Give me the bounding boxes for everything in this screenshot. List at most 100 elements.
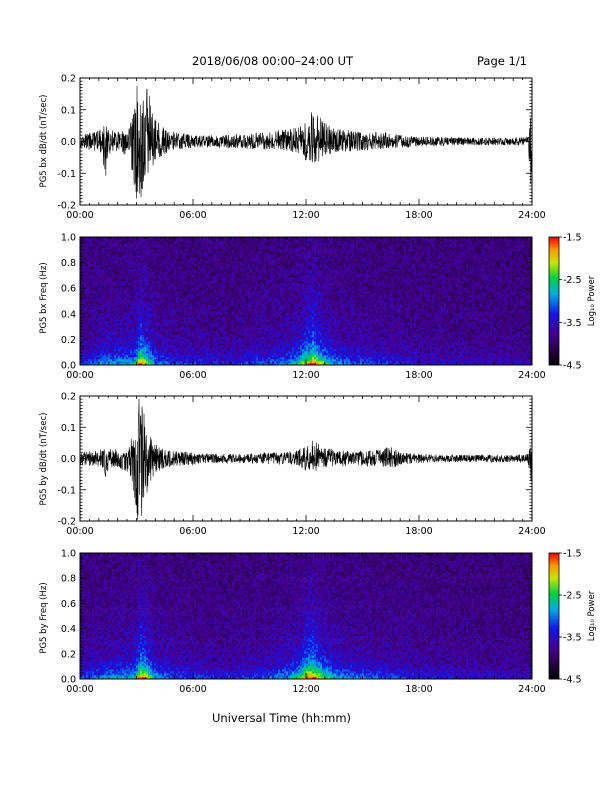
spectrogram-cell bbox=[174, 247, 176, 249]
spectrogram-cell bbox=[178, 343, 180, 345]
spectrogram-cell bbox=[184, 247, 186, 249]
spectrogram-cell bbox=[98, 277, 100, 279]
spectrogram-cell bbox=[200, 241, 202, 243]
spectrogram-cell bbox=[166, 299, 168, 301]
spectrogram-cell bbox=[228, 289, 230, 291]
spectrogram-cell bbox=[188, 293, 190, 295]
spectrogram-cell bbox=[194, 335, 196, 337]
spectrogram-cell bbox=[148, 263, 150, 265]
spectrogram-cell bbox=[216, 349, 218, 351]
spectrogram-cell bbox=[116, 283, 118, 285]
spectrogram-cell bbox=[164, 283, 166, 285]
spectrogram-cell bbox=[108, 331, 110, 333]
spectrogram-cell bbox=[206, 273, 208, 275]
spectrogram-cell bbox=[156, 269, 158, 271]
spectrogram-cell bbox=[160, 245, 162, 247]
spectrogram-cell bbox=[130, 307, 132, 309]
spectrogram-cell bbox=[166, 339, 168, 341]
spectrogram-cell bbox=[110, 329, 112, 331]
spectrogram-cell bbox=[134, 297, 136, 299]
spectrogram-cell bbox=[108, 337, 110, 339]
spectrogram-cell bbox=[204, 281, 206, 283]
spectrogram-cell bbox=[92, 253, 94, 255]
spectrogram-cell bbox=[216, 361, 218, 363]
spectrogram-cell bbox=[198, 269, 200, 271]
spectrogram-cell bbox=[180, 321, 182, 323]
spectrogram-cell bbox=[148, 349, 150, 351]
spectrogram-cell bbox=[140, 359, 142, 361]
spectrogram-cell bbox=[154, 315, 156, 317]
spectrogram-cell bbox=[140, 271, 142, 273]
spectrogram-cell bbox=[94, 255, 96, 257]
spectrogram-cell bbox=[120, 321, 122, 323]
spectrogram-cell bbox=[140, 241, 142, 243]
spectrogram-cell bbox=[104, 273, 106, 275]
spectrogram-cell bbox=[120, 291, 122, 293]
spectrogram-cell bbox=[190, 321, 192, 323]
spectrogram-cell bbox=[202, 347, 204, 349]
spectrogram-cell bbox=[134, 337, 136, 339]
spectrogram-cell bbox=[148, 361, 150, 363]
spectrogram-cell bbox=[214, 273, 216, 275]
spectrogram-cell bbox=[184, 301, 186, 303]
spectrogram-cell bbox=[130, 353, 132, 355]
spectrogram-cell bbox=[138, 327, 140, 329]
spectrogram-cell bbox=[178, 257, 180, 259]
spectrogram-cell bbox=[190, 281, 192, 283]
spectrogram-cell bbox=[138, 353, 140, 355]
spectrogram-cell bbox=[190, 301, 192, 303]
spectrogram-cell bbox=[116, 279, 118, 281]
spectrogram-cell bbox=[220, 357, 222, 359]
spectrogram-cell bbox=[224, 285, 226, 287]
spectrogram-cell bbox=[142, 333, 144, 335]
spectrogram-cell bbox=[170, 279, 172, 281]
spectrogram-cell bbox=[136, 319, 138, 321]
spectrogram-cell bbox=[168, 291, 170, 293]
spectrogram-cell bbox=[98, 301, 100, 303]
spectrogram-cell bbox=[160, 351, 162, 353]
spectrogram-cell bbox=[146, 321, 148, 323]
spectrogram-cell bbox=[146, 269, 148, 271]
spectrogram-cell bbox=[214, 245, 216, 247]
spectrogram-cell bbox=[92, 279, 94, 281]
spectrogram-cell bbox=[136, 309, 138, 311]
spectrogram-cell bbox=[164, 269, 166, 271]
spectrogram-cell bbox=[188, 357, 190, 359]
spectrogram-cell bbox=[158, 339, 160, 341]
spectrogram-cell bbox=[222, 329, 224, 331]
spectrogram-cell bbox=[88, 323, 90, 325]
spectrogram-cell bbox=[168, 245, 170, 247]
spectrogram-cell bbox=[116, 305, 118, 307]
spectrogram-cell bbox=[146, 301, 148, 303]
spectrogram-cell bbox=[204, 339, 206, 341]
spectrogram-cell bbox=[112, 265, 114, 267]
spectrogram-cell bbox=[166, 281, 168, 283]
spectrogram-cell bbox=[156, 283, 158, 285]
spectrogram-cell bbox=[94, 285, 96, 287]
spectrogram-cell bbox=[96, 253, 98, 255]
spectrogram-cell bbox=[200, 271, 202, 273]
spectrogram-cell bbox=[88, 315, 90, 317]
spectrogram-cell bbox=[190, 285, 192, 287]
spectrogram-cell bbox=[124, 321, 126, 323]
spectrogram-cell bbox=[164, 273, 166, 275]
spectrogram-cell bbox=[182, 277, 184, 279]
spectrogram-cell bbox=[140, 327, 142, 329]
spectrogram-cell bbox=[152, 343, 154, 345]
spectrogram-cell bbox=[198, 341, 200, 343]
spectrogram-cell bbox=[162, 261, 164, 263]
spectrogram-cell bbox=[190, 333, 192, 335]
spectrogram-cell bbox=[190, 349, 192, 351]
spectrogram-cell bbox=[144, 325, 146, 327]
spectrogram-cell bbox=[224, 357, 226, 359]
spectrogram-cell bbox=[134, 301, 136, 303]
spectrogram-cell bbox=[190, 283, 192, 285]
spectrogram-cell bbox=[164, 333, 166, 335]
spectrogram-cell bbox=[134, 279, 136, 281]
spectrogram-cell bbox=[164, 303, 166, 305]
spectrogram-cell bbox=[220, 343, 222, 345]
spectrogram-cell bbox=[96, 359, 98, 361]
spectrogram-cell bbox=[86, 295, 88, 297]
spectrogram-cell bbox=[198, 249, 200, 251]
spectrogram-cell bbox=[116, 329, 118, 331]
